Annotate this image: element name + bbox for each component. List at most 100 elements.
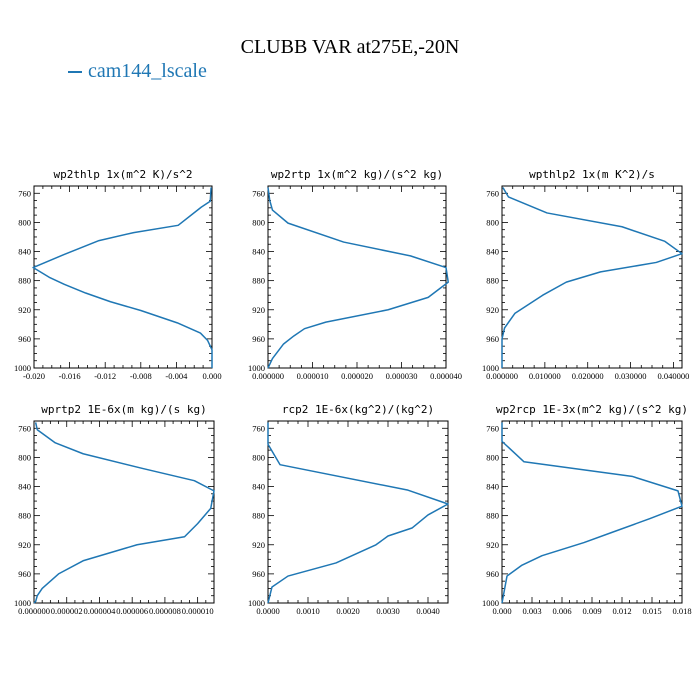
figure-title: CLUBB VAR at275E,-20N (240, 36, 460, 58)
panel-title: rcp2 1E-6x(kg^2)/(kg^2) (282, 403, 434, 416)
series-line (32, 187, 213, 368)
x-tick-label: -0.008 (130, 371, 152, 381)
plot-frame (267, 420, 449, 604)
y-tick-label: 920 (486, 305, 499, 315)
series-line (267, 187, 449, 369)
y-tick-label: 800 (18, 217, 31, 227)
x-tick-label: 0.030000 (615, 371, 647, 381)
y-tick-label: 880 (18, 276, 31, 286)
y-tick-label: 1000 (482, 363, 499, 373)
y-tick-label: 840 (252, 247, 265, 257)
series-line (501, 187, 683, 368)
y-tick-label: 1000 (14, 363, 31, 373)
x-tick-label: 0.000030 (386, 371, 418, 381)
legend-label: cam144_lscale (88, 60, 207, 82)
x-tick-label: 0.010000 (529, 371, 561, 381)
x-tick-label: 0.000006 (116, 606, 148, 616)
x-tick-label: 0.000 (492, 606, 511, 616)
plot-frame (267, 185, 447, 369)
x-tick-label: 0.000000 (486, 371, 518, 381)
legend: cam144_lscale (68, 60, 207, 83)
legend-swatch (68, 71, 82, 74)
chart-panel-3: wpthlp2 1x(m K^2)/s 760 800 840 880 920 960 100… (482, 168, 689, 381)
x-tick-label: -0.004 (165, 371, 188, 381)
plot-frame (501, 420, 683, 604)
y-tick-label: 960 (252, 334, 265, 344)
y-tick-label: 920 (18, 540, 31, 550)
x-tick-label: 0.000004 (84, 606, 117, 616)
y-tick-label: 1000 (248, 363, 265, 373)
x-tick-label: 0.018 (672, 606, 691, 616)
x-tick-label: -0.012 (94, 371, 116, 381)
y-tick-label: 1000 (14, 598, 31, 608)
y-tick-label: 960 (486, 334, 499, 344)
x-tick-label: 0.000020 (341, 371, 373, 381)
x-tick-label: -0.020 (23, 371, 45, 381)
chart-panel-5: rcp2 1E-6x(kg^2)/(kg^2) 760 800 840 880 920 96… (248, 403, 449, 616)
x-tick-label: 0.012 (612, 606, 631, 616)
y-tick-label: 760 (18, 423, 31, 433)
y-tick-label: 800 (252, 452, 265, 462)
panel-title: wpthlp2 1x(m K^2)/s (529, 168, 655, 181)
y-tick-label: 920 (486, 540, 499, 550)
y-tick-label: 880 (252, 276, 265, 286)
y-tick-label: 840 (486, 482, 499, 492)
chart-panel-4: wprtp2 1E-6x(m kg)/(s kg) 760 800 840 880 920… (14, 403, 215, 616)
x-tick-label: 0.006 (552, 606, 571, 616)
panel-title: wp2rcp 1E-3x(m^2 kg)/(s^2 kg) (496, 403, 688, 416)
chart-panel-2: wp2rtp 1x(m^2 kg)/(s^2 kg) 760 800 840 880 92… (248, 168, 462, 381)
y-tick-label: 920 (252, 305, 265, 315)
x-tick-label: 0.0020 (336, 606, 359, 616)
x-tick-label: 0.003 (522, 606, 541, 616)
plot-frame (33, 420, 215, 604)
x-tick-label: -0.016 (59, 371, 81, 381)
x-tick-label: 0.000010 (297, 371, 329, 381)
x-tick-label: 0.015 (642, 606, 661, 616)
y-tick-label: 880 (252, 511, 265, 521)
x-tick-label: 0.0010 (296, 606, 319, 616)
plot-frame (33, 185, 213, 369)
x-tick-label: 0.000 (202, 371, 221, 381)
chart-panel-6: wp2rcp 1E-3x(m^2 kg)/(s^2 kg) 760 800 840 88… (482, 403, 692, 616)
y-tick-label: 800 (486, 452, 499, 462)
y-tick-label: 760 (486, 423, 499, 433)
x-tick-label: 0.000010 (182, 606, 214, 616)
y-tick-label: 840 (252, 482, 265, 492)
series-line (501, 422, 683, 604)
x-tick-label: 0.000040 (430, 371, 462, 381)
y-tick-label: 920 (252, 540, 265, 550)
x-tick-label: 0.000008 (149, 606, 181, 616)
x-tick-label: 0.040000 (657, 371, 689, 381)
x-tick-label: 0.000002 (51, 606, 83, 616)
y-tick-label: 760 (252, 423, 265, 433)
y-tick-label: 880 (486, 511, 499, 521)
y-tick-label: 920 (18, 305, 31, 315)
panel-title: wp2rtp 1x(m^2 kg)/(s^2 kg) (271, 168, 443, 181)
y-tick-label: 800 (18, 452, 31, 462)
x-tick-label: 0.000000 (252, 371, 284, 381)
y-tick-label: 880 (486, 276, 499, 286)
series-line (33, 422, 215, 604)
x-tick-label: 0.020000 (572, 371, 604, 381)
series-line (267, 422, 449, 604)
y-tick-label: 840 (486, 247, 499, 257)
panel-title: wprtp2 1E-6x(m kg)/(s kg) (41, 403, 207, 416)
y-tick-label: 1000 (482, 598, 499, 608)
y-tick-label: 840 (18, 482, 31, 492)
x-tick-label: 0.0000 (256, 606, 279, 616)
y-tick-label: 1000 (248, 598, 265, 608)
y-tick-label: 760 (18, 188, 31, 198)
y-tick-label: 800 (486, 217, 499, 227)
x-tick-label: 0.0040 (416, 606, 439, 616)
plot-frame (501, 185, 683, 369)
x-tick-label: 0.000000 (18, 606, 50, 616)
x-tick-label: 0.0030 (376, 606, 399, 616)
y-tick-label: 760 (252, 188, 265, 198)
y-tick-label: 960 (18, 569, 31, 579)
y-tick-label: 960 (252, 569, 265, 579)
y-tick-label: 760 (486, 188, 499, 198)
chart-panel-1: wp2thlp 1x(m^2 K)/s^2 760 800 840 880 920 960 1… (14, 168, 222, 381)
y-tick-label: 840 (18, 247, 31, 257)
